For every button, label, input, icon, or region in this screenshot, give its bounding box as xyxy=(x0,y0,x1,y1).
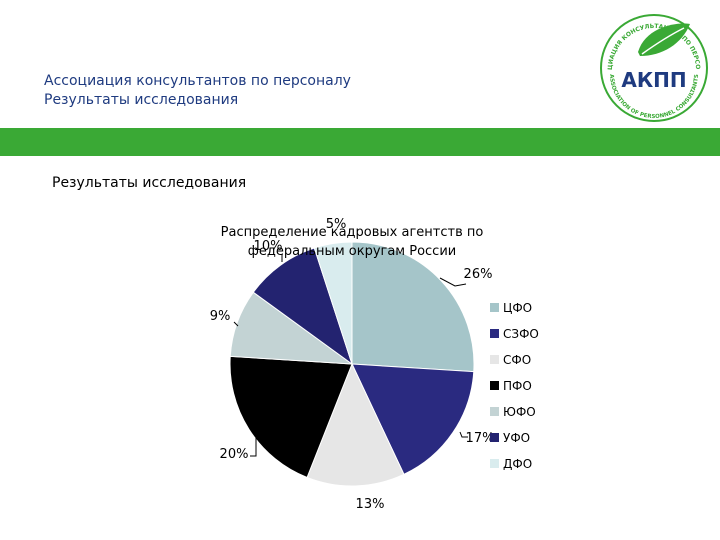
legend-swatch-ПФО xyxy=(490,381,499,390)
pie-slice-УФО xyxy=(252,247,353,366)
leader-line-ПФО xyxy=(250,430,257,457)
legend-swatch-ДФО xyxy=(490,459,499,468)
legend-label-СФО: СФО xyxy=(503,353,531,367)
data-label-СФО: 13% xyxy=(356,497,385,512)
legend-label-ЮФО: ЮФО xyxy=(503,405,536,419)
data-label-ПФО: 20% xyxy=(220,447,249,462)
leader-line-СЗФО xyxy=(459,431,468,438)
pie-slice-СЗФО xyxy=(351,363,475,476)
legend-label-ДФО: ДФО xyxy=(503,457,532,471)
slice-labels: 26% 17% 13% 20% 9% 10% 5% xyxy=(210,217,495,512)
legend-swatch-СФО xyxy=(490,355,499,364)
pie-slice-ЦФО xyxy=(351,241,475,373)
header-line-1: Ассоциация консультантов по персоналу xyxy=(44,73,351,89)
legend-swatch-СЗФО xyxy=(490,329,499,338)
data-label-ДФО: 5% xyxy=(326,217,347,232)
leader-line-ЮФО xyxy=(233,321,239,327)
section-title: Результаты исследования xyxy=(52,175,247,191)
leader-line-ЦФО xyxy=(439,277,467,287)
chart-title-line-1: Распределение кадровых агентств по xyxy=(221,225,484,240)
chart-title-line-2: федеральным округам России xyxy=(248,244,456,259)
legend-swatch-ЦФО xyxy=(490,303,499,312)
logo-name: АКПП xyxy=(621,68,686,92)
pie-slice-ПФО xyxy=(229,355,353,479)
legend-swatch-УФО xyxy=(490,433,499,442)
header-line-2: Результаты исследования xyxy=(44,92,239,108)
legend-swatch-ЮФО xyxy=(490,407,499,416)
pie-slice-ДФО xyxy=(313,241,353,365)
data-label-ЮФО: 9% xyxy=(210,309,231,324)
legend-label-СЗФО: СЗФО xyxy=(503,327,539,341)
leader-lines xyxy=(233,254,468,457)
pie-slice-СФО xyxy=(306,362,405,487)
chart-title: Распределение кадровых агентств по федер… xyxy=(221,225,484,259)
green-divider-bar xyxy=(0,128,720,156)
chart-legend: ЦФО СЗФО СФО ПФО ЮФО УФО ДФО xyxy=(490,301,539,471)
akpp-logo: АССОЦИАЦИЯ КОНСУЛЬТАНТОВ ПО ПЕРСОНАЛУ AS… xyxy=(598,4,708,122)
legend-label-ПФО: ПФО xyxy=(503,379,532,393)
data-label-СЗФО: 17% xyxy=(466,431,495,446)
header-title: Ассоциация консультантов по персоналу Ре… xyxy=(44,72,351,110)
pie-slices xyxy=(229,241,475,487)
legend-label-ЦФО: ЦФО xyxy=(503,301,532,315)
legend-label-УФО: УФО xyxy=(503,431,530,445)
data-label-УФО: 10% xyxy=(254,239,283,254)
data-label-ЦФО: 26% xyxy=(464,267,493,282)
